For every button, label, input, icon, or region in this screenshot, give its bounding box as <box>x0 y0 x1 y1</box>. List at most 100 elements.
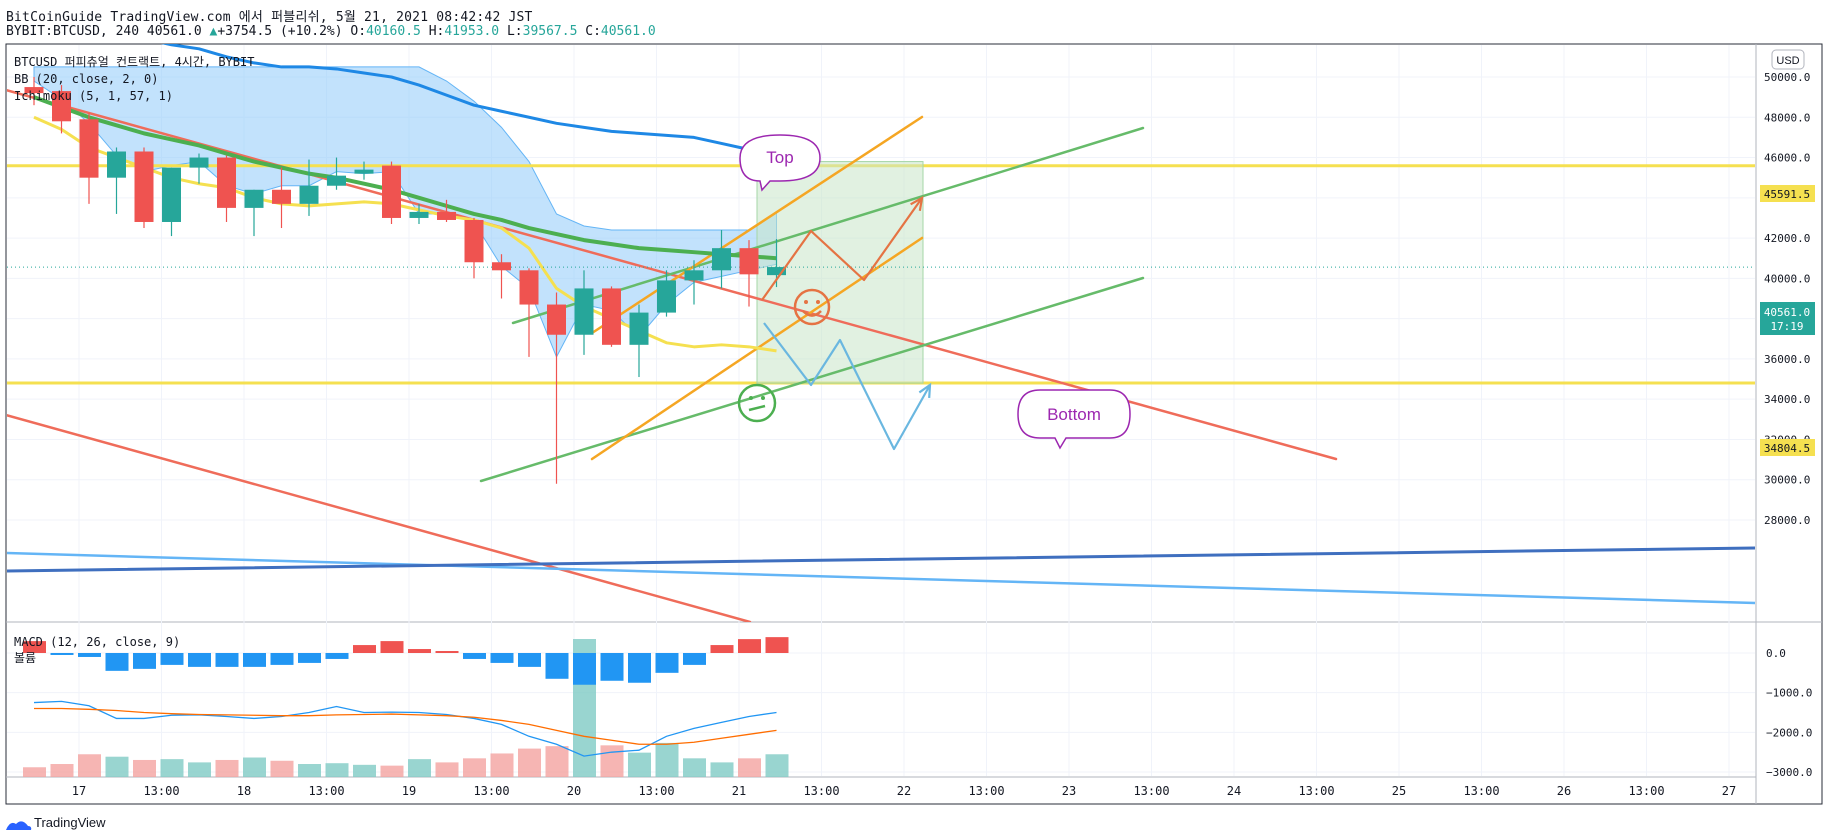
volume-bar <box>50 764 74 777</box>
svg-text:34804.5: 34804.5 <box>1764 442 1810 455</box>
macd-histogram-bar <box>243 653 266 667</box>
macd-pane <box>23 637 789 777</box>
bearish-path-arrow <box>763 322 931 451</box>
candle-body <box>602 288 621 345</box>
macd-histogram-bar <box>380 641 404 653</box>
time-tick-label: 19 <box>402 784 416 798</box>
time-tick-label: 18 <box>237 784 251 798</box>
red-trendline-lower <box>7 413 752 622</box>
macd-histogram-bar <box>545 653 569 679</box>
macd-histogram-bar <box>628 653 651 683</box>
candle-body <box>79 119 99 178</box>
macd-histogram-bar <box>215 653 239 667</box>
volume-bar <box>765 754 789 777</box>
volume-bar <box>710 762 734 777</box>
volume-bar <box>270 760 294 777</box>
volume-bar <box>518 748 541 777</box>
time-tick-label: 13:00 <box>803 784 839 798</box>
happy-face-icon <box>793 288 831 326</box>
candle-body <box>519 270 539 305</box>
axes: 28000.030000.032000.034000.036000.038000… <box>72 71 1813 798</box>
candle-body <box>299 185 319 204</box>
macd-histogram-bar <box>655 653 679 673</box>
legend-title: BTCUSD 퍼피츄얼 컨트랙트, 4시간, BYBIT <box>14 55 254 69</box>
time-tick-label: 13:00 <box>308 784 344 798</box>
volume-bar <box>325 763 349 777</box>
time-tick-label: 23 <box>1062 784 1076 798</box>
candle-body <box>574 288 594 335</box>
top-callout-text: Top <box>766 148 793 167</box>
macd-histogram-bar <box>408 649 431 653</box>
last-price: 40561.0 <box>146 24 202 39</box>
time-tick-label: 13:00 <box>968 784 1004 798</box>
macd-histogram-bar <box>133 653 156 669</box>
macd-histogram-bar <box>188 653 211 667</box>
high-value: 41953.0 <box>444 24 500 39</box>
legend-volume: 볼륨 <box>14 651 36 665</box>
macd-histogram-bar <box>765 637 789 653</box>
currency-badge[interactable] <box>1771 49 1805 70</box>
open-value: 40160.5 <box>366 24 421 39</box>
open-label: O: <box>350 24 367 39</box>
volume-bar <box>655 742 679 777</box>
candle-body <box>354 169 374 174</box>
price-tick-label: 46000.0 <box>1764 152 1810 165</box>
volume-bar <box>243 757 266 777</box>
legend-bb: BB (20, close, 2, 0) <box>14 72 159 86</box>
high-label: H: <box>428 24 445 39</box>
trend-drawings <box>7 88 1755 622</box>
macd-histogram-bar <box>435 651 459 653</box>
macd-histogram-bar <box>490 653 514 663</box>
volume-bar <box>78 754 101 777</box>
volume-bar <box>435 762 459 777</box>
candle-body <box>382 165 401 218</box>
change-up-icon: ▲ <box>209 24 218 39</box>
dark-blue-trendline <box>7 546 1755 573</box>
candle-body <box>547 304 566 335</box>
volume-bar <box>738 758 761 777</box>
volume-bar <box>298 764 321 777</box>
bullish-path-arrow-head <box>910 195 924 212</box>
bottom-callout: Bottom <box>1017 389 1131 450</box>
macd-tick-label: −1000.0 <box>1766 687 1812 700</box>
macd-histogram-bar <box>298 653 321 663</box>
time-tick-label: 27 <box>1722 784 1736 798</box>
macd-histogram-bar <box>78 653 101 657</box>
time-tick-label: 13:00 <box>1463 784 1499 798</box>
projection-drawings <box>761 195 932 451</box>
close-value: 40561.0 <box>600 24 656 39</box>
bearish-path-arrow-head <box>918 382 932 399</box>
time-tick-label: 21 <box>732 784 746 798</box>
volume-bar <box>600 745 624 777</box>
macd-histogram-bar <box>683 653 706 665</box>
light-blue-trendline <box>7 551 1755 605</box>
volume-bar <box>380 765 404 777</box>
macd-histogram-bar <box>270 653 294 665</box>
volume-bar <box>545 746 569 777</box>
volume-bar <box>133 759 156 777</box>
change-value: +3754.5 (+10.2%) <box>217 24 343 39</box>
macd-histogram-bar <box>600 653 624 681</box>
symbol-ohlc-bar: BYBIT:BTCUSD, 240 40561.0 ▲+3754.5 (+10.… <box>6 24 656 39</box>
volume-bar <box>160 759 184 777</box>
macd-histogram-bar <box>573 653 596 685</box>
time-tick-label: 20 <box>567 784 581 798</box>
time-tick-label: 17 <box>72 784 86 798</box>
ichimoku-conversion-line <box>33 115 777 353</box>
price-tick-label: 48000.0 <box>1764 111 1810 124</box>
volume-bar <box>23 767 46 777</box>
macd-histogram-bar <box>325 653 349 659</box>
candle-body <box>712 248 731 271</box>
candle-body <box>107 151 126 178</box>
currency-label: USD <box>1776 55 1799 67</box>
legend-ichimoku: Ichimoku (5, 1, 57, 1) <box>14 89 173 103</box>
macd-histogram-bar <box>50 653 74 655</box>
candle-body <box>629 312 649 345</box>
price-tick-label: 30000.0 <box>1764 474 1810 487</box>
macd-histogram-bar <box>738 639 761 653</box>
volume-bar <box>105 756 129 777</box>
time-tick-label: 26 <box>1557 784 1571 798</box>
volume-bar <box>463 758 486 777</box>
svg-text:17:19: 17:19 <box>1770 320 1803 333</box>
